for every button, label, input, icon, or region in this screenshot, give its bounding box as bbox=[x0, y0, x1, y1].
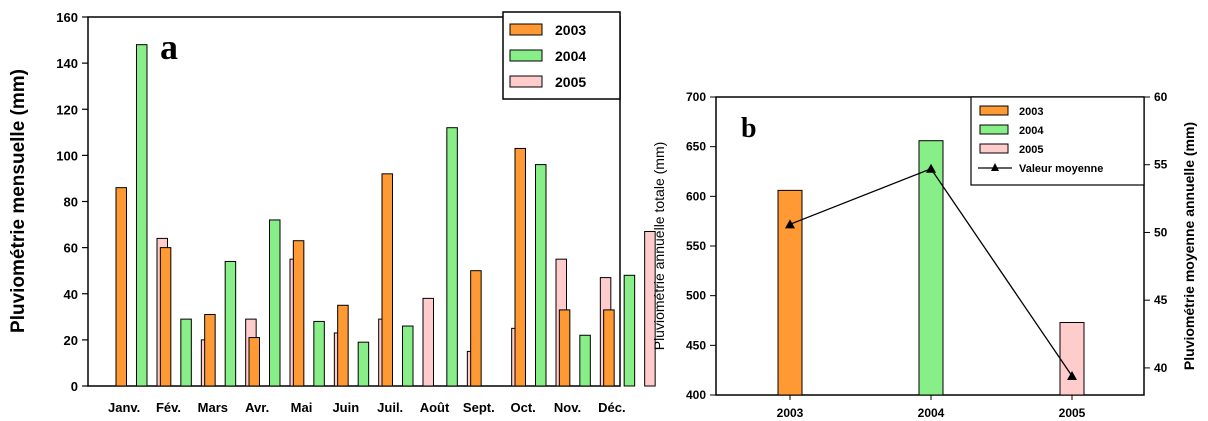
panel-b-right-tick-label: 40 bbox=[1154, 361, 1168, 375]
panel-b-legend-swatch bbox=[979, 143, 1009, 154]
panel-a-bar bbox=[623, 274, 636, 387]
panel-a-x-tick-label: Mars bbox=[198, 400, 228, 415]
panel-b-y-tick-label: 500 bbox=[686, 289, 706, 303]
panel-b-bar bbox=[1059, 321, 1085, 396]
panel-a-x-tick-label: Mai bbox=[291, 400, 313, 415]
panel-b-y-tick-label: 450 bbox=[686, 338, 706, 352]
panel-b-y-tick-label: 550 bbox=[686, 239, 706, 253]
panel-b-y-tick-label: 650 bbox=[686, 140, 706, 154]
panel-b-left-y-axis: 400 450 500 550 600 650 700 bbox=[686, 90, 716, 402]
panel-a-y-tick-label: 40 bbox=[64, 287, 78, 302]
panel-a-bar bbox=[446, 127, 458, 387]
panel-a-y-tick-label: 0 bbox=[71, 379, 78, 394]
panel-b-left-y-axis-title: Pluviométrie annuelle totale (mm) bbox=[651, 142, 667, 351]
panel-b-bar bbox=[918, 140, 944, 396]
panel-a-legend-label: 2003 bbox=[555, 22, 586, 38]
panel-a-bar bbox=[603, 309, 615, 387]
panel-a-bar bbox=[422, 297, 434, 387]
panel-a-x-tick-label: Août bbox=[420, 400, 450, 415]
panel-a-legend: 2003 2004 2005 bbox=[502, 11, 621, 100]
panel-a-y-tick-label: 100 bbox=[56, 148, 78, 163]
panel-b-y-tick-label: 700 bbox=[686, 90, 706, 104]
panel-b-right-y-axis-title: Pluviométrie moyenne annuelle (mm) bbox=[1181, 122, 1197, 370]
panel-a-y-axis-title: Pluviométrie mensuelle (mm) bbox=[8, 69, 29, 333]
panel-a-x-tick-label: Fév. bbox=[156, 400, 181, 415]
panel-b-bars bbox=[777, 140, 1085, 396]
panel-a-x-tick-label: Sept. bbox=[463, 400, 495, 415]
panel-a-x-tick-label: Juil. bbox=[377, 400, 403, 415]
panel-a-bars bbox=[115, 44, 656, 387]
panel-a-x-tick-label: Nov. bbox=[554, 400, 581, 415]
panel-a-letter: a bbox=[160, 27, 178, 67]
panel-b-legend-marker bbox=[991, 163, 999, 171]
panel-b-mean-point bbox=[1067, 371, 1077, 381]
panel-b-mean-point bbox=[785, 219, 795, 229]
panel-b-legend-label: 2003 bbox=[1019, 106, 1043, 118]
panel-b-legend-label: Valeur moyenne bbox=[1019, 163, 1103, 175]
panel-a-x-tick-label: Janv. bbox=[108, 400, 140, 415]
panel-a-legend-swatch bbox=[509, 23, 543, 36]
panel-a-y-tick-label: 120 bbox=[56, 102, 78, 117]
panel-a-bar bbox=[514, 147, 526, 387]
panel-b-legend: 2003 2004 2005 Valeur moyenne bbox=[970, 96, 1145, 186]
panel-a-bar bbox=[470, 270, 482, 387]
panel-a-bar bbox=[644, 230, 656, 387]
panel-a-legend-label: 2004 bbox=[555, 48, 586, 64]
panel-a-y-tick-label: 20 bbox=[64, 333, 78, 348]
panel-a-bar bbox=[180, 318, 192, 387]
panel-a-bar bbox=[535, 164, 547, 387]
panel-b-y-tick-label: 600 bbox=[686, 189, 706, 203]
panel-a-bar bbox=[136, 44, 148, 387]
panel-a-bar bbox=[381, 173, 393, 387]
panel-a-bar bbox=[313, 320, 325, 387]
panel-a-bar bbox=[337, 304, 349, 387]
panel-a-bar bbox=[224, 260, 237, 387]
panel-b-right-tick-label: 45 bbox=[1154, 293, 1168, 307]
panel-a-x-tick-label: Juin bbox=[332, 400, 359, 415]
panel-a-legend-swatch bbox=[509, 49, 543, 62]
panel-a-legend-label: 2005 bbox=[555, 74, 586, 90]
panel-a-bar bbox=[115, 187, 127, 387]
panel-a-bar bbox=[248, 337, 260, 387]
panel-a-bar bbox=[269, 219, 281, 387]
panel-a-y-tick-label: 160 bbox=[56, 10, 78, 25]
panel-a-y-tick-label: 140 bbox=[56, 56, 78, 71]
panel-b-x-tick-label: 2004 bbox=[918, 406, 945, 420]
panel-a-bar bbox=[579, 334, 591, 387]
panel-b-x-axis: 2003 2004 2005 bbox=[777, 395, 1086, 420]
panel-b-legend-swatch bbox=[979, 124, 1009, 135]
panel-b-letter: b bbox=[741, 113, 757, 144]
panel-a-x-tick-label: Avr. bbox=[245, 400, 269, 415]
panel-a-y-axis: 0 20 40 60 80 100 120 140 160 bbox=[56, 10, 88, 394]
panel-b-right-y-axis: 40 45 50 55 60 bbox=[1144, 90, 1168, 375]
panel-a-x-tick-label: Déc. bbox=[598, 400, 625, 415]
panel-a-bar bbox=[292, 240, 305, 387]
panel-b-x-tick-label: 2003 bbox=[777, 406, 804, 420]
panel-b-mean-point bbox=[926, 163, 936, 173]
panel-a-x-tick-label: Oct. bbox=[511, 400, 536, 415]
panel-b-legend-label: 2005 bbox=[1019, 144, 1043, 156]
panel-a-y-tick-label: 80 bbox=[64, 195, 78, 210]
panel-a-bar bbox=[357, 341, 370, 387]
panel-b-right-tick-label: 50 bbox=[1154, 225, 1168, 239]
panel-a-x-axis: Janv. Fév. Mars Avr. Mai Juin Juil. Août Sept. Oc… bbox=[108, 400, 626, 415]
panel-a-bar bbox=[402, 325, 414, 387]
panel-a: 0 20 40 60 80 100 120 140 160 Janv. Fév. Mars Avr. M… bbox=[8, 10, 656, 415]
panel-b-right-tick-label: 60 bbox=[1154, 90, 1168, 104]
panel-b-y-tick-label: 400 bbox=[686, 388, 706, 402]
panel-a-bar bbox=[159, 247, 172, 387]
panel-a-y-tick-label: 60 bbox=[64, 241, 78, 256]
panel-a-bar bbox=[204, 314, 216, 387]
panel-b-mean-line bbox=[785, 163, 1077, 381]
panel-a-legend-swatch bbox=[509, 75, 543, 88]
panel-b-right-tick-label: 55 bbox=[1154, 158, 1168, 172]
panel-a-bar bbox=[558, 309, 571, 387]
panel-b-legend-swatch bbox=[979, 105, 1009, 116]
panel-b-legend-label: 2004 bbox=[1019, 125, 1044, 137]
panel-b-x-tick-label: 2005 bbox=[1059, 406, 1086, 420]
